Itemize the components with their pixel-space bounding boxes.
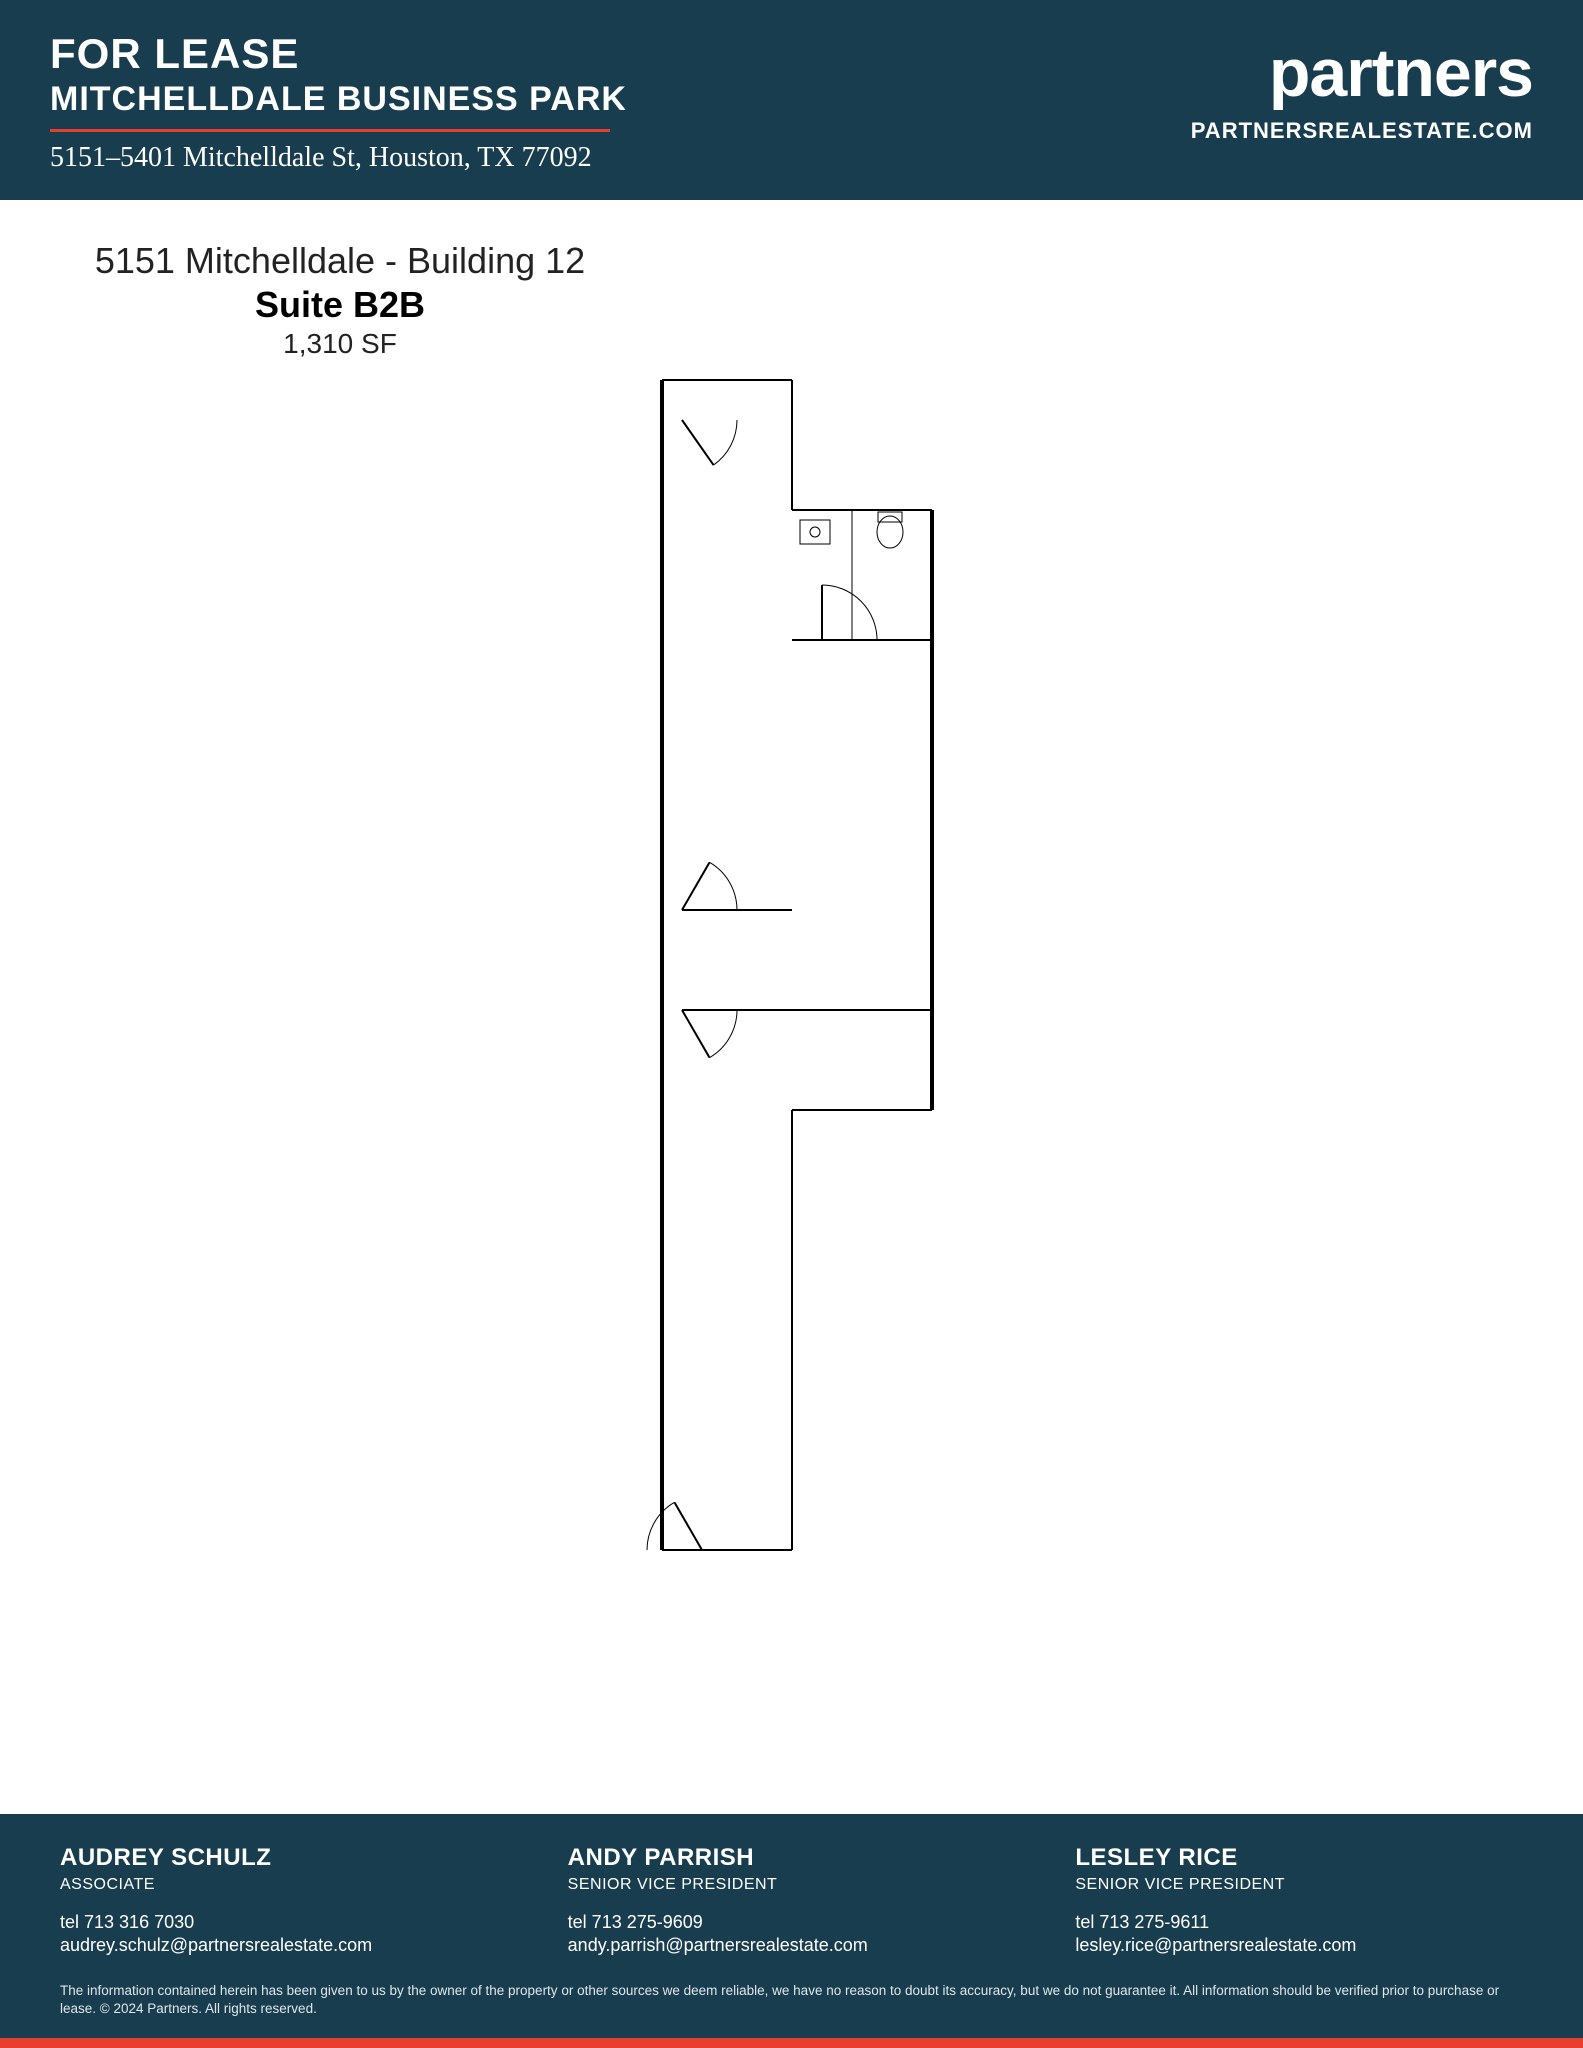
partners-logo: partners (1191, 34, 1533, 112)
contact-email: andy.parrish@partnersrealestate.com (568, 1935, 1016, 1956)
building-line: 5151 Mitchelldale - Building 12 (80, 240, 600, 282)
floorplan-container (50, 370, 1533, 1570)
website-url: PARTNERSREALESTATE.COM (1191, 118, 1533, 144)
contact-tel: tel 713 275-9611 (1075, 1912, 1523, 1933)
contact-name: AUDREY SCHULZ (60, 1844, 508, 1872)
header-right: partners PARTNERSREALESTATE.COM (1191, 30, 1533, 144)
contact-card: LESLEY RICE SENIOR VICE PRESIDENT tel 71… (1075, 1844, 1523, 1956)
main-content: 5151 Mitchelldale - Building 12 Suite B2… (0, 200, 1583, 1814)
contact-email: lesley.rice@partnersrealestate.com (1075, 1935, 1523, 1956)
suite-header: 5151 Mitchelldale - Building 12 Suite B2… (80, 240, 600, 360)
contact-name: LESLEY RICE (1075, 1844, 1523, 1872)
header-left: FOR LEASE MITCHELLDALE BUSINESS PARK 515… (50, 30, 627, 174)
suite-line: Suite B2B (80, 284, 600, 326)
contact-title: ASSOCIATE (60, 1876, 508, 1894)
disclaimer-text: The information contained herein has bee… (60, 1982, 1523, 2018)
contact-name: ANDY PARRISH (568, 1844, 1016, 1872)
contact-title: SENIOR VICE PRESIDENT (568, 1876, 1016, 1894)
contact-tel: tel 713 275-9609 (568, 1912, 1016, 1933)
contact-tel: tel 713 316 7030 (60, 1912, 508, 1933)
for-lease-label: FOR LEASE (50, 30, 627, 78)
contacts-row: AUDREY SCHULZ ASSOCIATE tel 713 316 7030… (60, 1844, 1523, 1956)
footer-accent-bar (0, 2038, 1583, 2048)
footer: AUDREY SCHULZ ASSOCIATE tel 713 316 7030… (0, 1814, 1583, 2038)
contact-title: SENIOR VICE PRESIDENT (1075, 1876, 1523, 1894)
park-name: MITCHELLDALE BUSINESS PARK (50, 80, 627, 119)
contact-card: ANDY PARRISH SENIOR VICE PRESIDENT tel 7… (568, 1844, 1016, 1956)
contact-email: audrey.schulz@partnersrealestate.com (60, 1935, 508, 1956)
square-footage: 1,310 SF (80, 328, 600, 360)
contact-card: AUDREY SCHULZ ASSOCIATE tel 713 316 7030… (60, 1844, 508, 1956)
accent-rule (50, 129, 610, 132)
property-address: 5151–5401 Mitchelldale St, Houston, TX 7… (50, 142, 627, 174)
floorplan-svg (622, 370, 962, 1570)
page: FOR LEASE MITCHELLDALE BUSINESS PARK 515… (0, 0, 1583, 2048)
header: FOR LEASE MITCHELLDALE BUSINESS PARK 515… (0, 0, 1583, 200)
